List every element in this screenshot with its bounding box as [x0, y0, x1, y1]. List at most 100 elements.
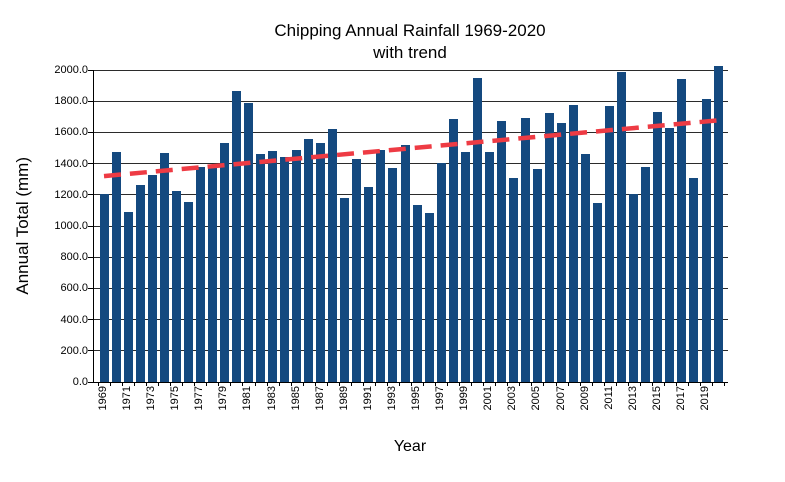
bar-2006 [544, 113, 554, 382]
x-tick-label-1981: 1981 [241, 386, 254, 411]
x-tick [362, 382, 364, 386]
bar-1989 [340, 197, 350, 382]
x-tick [266, 382, 268, 386]
x-tick [386, 382, 388, 386]
x-tick [531, 382, 533, 386]
x-tick-label-2005: 2005 [530, 386, 543, 411]
bar-1993 [388, 168, 398, 382]
y-tick-label: 1400.0 [54, 157, 88, 170]
x-tick [603, 382, 605, 386]
y-tick [88, 100, 93, 102]
x-tick [712, 382, 714, 386]
x-tick [724, 382, 726, 386]
bar-1976 [183, 201, 193, 382]
bar-2003 [508, 177, 518, 382]
x-tick [326, 382, 328, 386]
y-tick [88, 225, 93, 227]
y-tick [88, 350, 93, 352]
bar-2004 [520, 118, 530, 382]
x-tick-label-1975: 1975 [169, 386, 182, 411]
gridline-1000.0 [94, 225, 728, 227]
x-tick [423, 382, 425, 386]
bar-2001 [484, 152, 494, 382]
bar-2017 [677, 78, 687, 382]
x-tick-label-1977: 1977 [193, 386, 206, 411]
x-tick-label-1987: 1987 [313, 386, 326, 411]
x-tick-label-2013: 2013 [626, 386, 639, 411]
x-tick [651, 382, 653, 386]
x-tick-label-2001: 2001 [482, 386, 495, 411]
x-tick [110, 382, 112, 386]
y-tick [88, 131, 93, 133]
bar-2019 [701, 98, 711, 382]
y-tick-label: 1600.0 [54, 126, 88, 139]
chart-title-line2: with trend [373, 43, 447, 62]
y-tick-label: 800.0 [60, 251, 88, 264]
x-tick [254, 382, 256, 386]
x-tick-label-2009: 2009 [578, 386, 591, 411]
y-tick-label: 200.0 [60, 344, 88, 357]
x-tick [507, 382, 509, 386]
gridline-1400.0 [94, 163, 728, 165]
bar-2012 [617, 71, 627, 382]
bar-1971 [123, 211, 133, 382]
chart-title: Chipping Annual Rainfall 1969-2020 with … [93, 20, 727, 64]
bar-1991 [364, 187, 374, 382]
bar-1998 [448, 119, 458, 382]
bar-2000 [472, 78, 482, 382]
x-tick [97, 382, 99, 386]
gridline-600.0 [94, 287, 728, 289]
x-tick [302, 382, 304, 386]
y-tick-label: 2000.0 [54, 64, 88, 76]
x-tick-label-1969: 1969 [97, 386, 109, 411]
x-tick [519, 382, 521, 386]
bar-1977 [195, 166, 205, 382]
bar-1988 [328, 129, 338, 382]
x-tick-label-2007: 2007 [554, 386, 567, 411]
x-tick-label-1997: 1997 [434, 386, 447, 411]
bar-1983 [268, 151, 278, 382]
bar-1984 [280, 157, 290, 382]
y-tick [88, 194, 93, 196]
x-tick [134, 382, 136, 386]
x-tick [435, 382, 437, 386]
bar-2014 [641, 167, 651, 382]
gridline-400.0 [94, 319, 728, 321]
x-tick [374, 382, 376, 386]
bar-1980 [231, 91, 241, 382]
bar-1972 [135, 184, 145, 382]
x-tick-label-2011: 2011 [602, 386, 615, 410]
y-tick-label: 1800.0 [54, 95, 88, 108]
bar-1986 [304, 139, 314, 382]
x-axis-title: Year [393, 438, 427, 455]
y-tick-label: 1200.0 [54, 188, 88, 201]
x-tick [495, 382, 497, 386]
y-tick [88, 381, 93, 383]
bar-2015 [653, 111, 663, 382]
x-tick [194, 382, 196, 386]
x-tick [699, 382, 701, 386]
x-tick [471, 382, 473, 386]
y-tick-label: 600.0 [60, 282, 88, 295]
x-tick-label-2015: 2015 [650, 386, 663, 411]
bar-1979 [219, 142, 229, 382]
x-tick [567, 382, 569, 386]
x-tick-label-2017: 2017 [674, 386, 687, 411]
gridline-200.0 [94, 350, 728, 352]
x-tick [218, 382, 220, 386]
bar-2018 [689, 177, 699, 382]
x-tick-label-2019: 2019 [699, 386, 711, 411]
bar-1999 [460, 152, 470, 382]
bar-2013 [629, 194, 639, 382]
x-tick [146, 382, 148, 386]
x-tick [543, 382, 545, 386]
bar-1973 [147, 174, 157, 382]
trend-line [103, 118, 719, 179]
x-tick-label-1993: 1993 [385, 386, 398, 411]
x-tick [687, 382, 689, 386]
x-tick [663, 382, 665, 386]
bar-1985 [292, 149, 302, 382]
gridline-2000.0 [94, 69, 728, 71]
bar-1974 [159, 153, 169, 382]
